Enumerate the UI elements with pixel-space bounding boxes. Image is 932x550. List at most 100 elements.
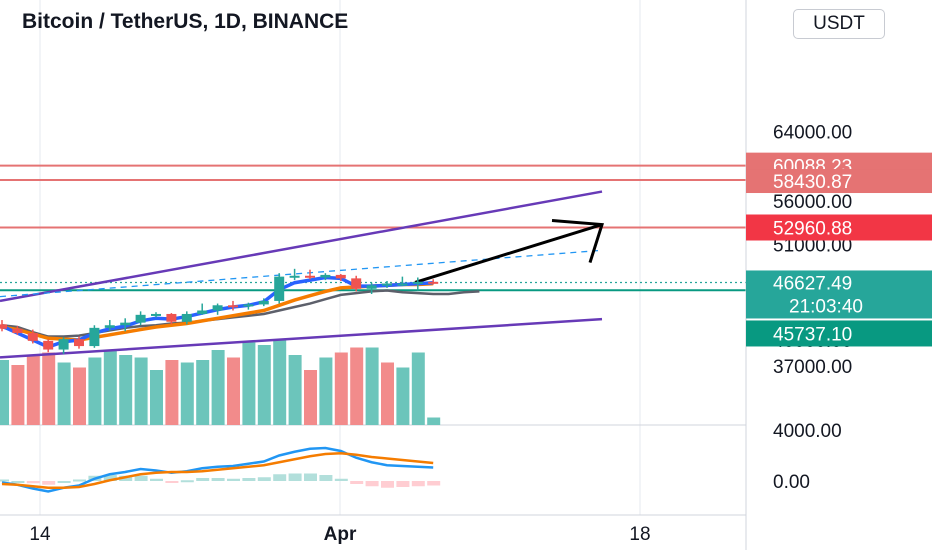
macd-histogram-bar xyxy=(57,481,71,483)
macd-histogram-bar xyxy=(103,475,117,481)
volume-bar xyxy=(119,355,133,425)
price-axis[interactable]: 64000.0056000.0051000.0040000.0037000.00… xyxy=(745,0,932,550)
time-tick-label: Apr xyxy=(324,524,357,545)
volume-bar xyxy=(73,367,86,425)
time-tick-label: 14 xyxy=(29,524,51,545)
price-tick-label: 56000.00 xyxy=(773,192,852,213)
macd-histogram-bar xyxy=(273,474,287,481)
volume-bar xyxy=(26,355,40,425)
candle-body xyxy=(0,324,7,329)
candle-body xyxy=(181,313,192,322)
grid xyxy=(0,0,747,550)
volume-bar xyxy=(134,357,148,425)
price-tag-58430: 58430.87 xyxy=(773,172,852,193)
candle-body xyxy=(197,310,208,314)
volume-bar xyxy=(381,362,394,425)
horizontal-levels[interactable] xyxy=(0,164,746,292)
candle-body xyxy=(243,304,254,307)
macd-histogram-bar xyxy=(334,478,348,481)
volume-bar xyxy=(334,352,348,425)
macd-histogram-bar xyxy=(365,481,379,487)
volume-bar xyxy=(273,340,287,425)
macd-histogram-bar xyxy=(211,478,225,481)
volume-bar xyxy=(427,417,441,425)
candle-body xyxy=(382,283,392,286)
candle-body xyxy=(104,325,115,328)
volume-bar xyxy=(57,362,71,425)
candle-body xyxy=(397,283,408,286)
channel-upper-line xyxy=(0,190,603,303)
macd-histogram-bar xyxy=(257,477,271,481)
volume-bar xyxy=(42,352,56,425)
price-tag-45737: 45737.10 xyxy=(773,324,852,345)
volume-bar xyxy=(180,362,194,425)
price-tag-52960-background xyxy=(746,214,932,241)
volume-bar xyxy=(150,370,163,425)
macd-histogram-bar xyxy=(134,475,148,481)
macd-histogram-bar xyxy=(11,481,25,483)
candles xyxy=(0,268,439,354)
candle-body xyxy=(274,276,285,301)
volume-bar xyxy=(319,357,333,425)
time-tick-label: 18 xyxy=(629,524,650,545)
macd-histogram-bar xyxy=(150,478,163,481)
volume-bar xyxy=(165,360,179,425)
candle-body xyxy=(412,281,423,284)
macd-histogram-bar xyxy=(350,481,364,484)
candle-body xyxy=(43,340,54,350)
volume-tick-label: 4000.00 xyxy=(773,421,842,442)
volume-bar xyxy=(227,357,240,425)
trend-drawings[interactable] xyxy=(0,190,604,359)
candle-body xyxy=(135,314,146,323)
dashed-trendline xyxy=(0,249,599,298)
candle-body xyxy=(74,339,84,347)
currency-button[interactable]: USDT xyxy=(793,9,885,39)
macd-signal-line xyxy=(1,451,434,489)
countdown-tag: 21:03:40 xyxy=(789,296,863,317)
candle-body xyxy=(335,274,346,279)
current-price-tag: 46627.49 xyxy=(773,273,852,294)
macd-histogram-bar xyxy=(288,473,302,481)
arrow-shaft xyxy=(414,223,603,284)
candle-body xyxy=(58,339,69,350)
time-axis[interactable]: 14 Apr 18 xyxy=(29,524,650,545)
candle-body xyxy=(366,285,377,289)
macd-histogram-bar xyxy=(165,481,179,483)
macd-histogram-bar xyxy=(427,481,441,486)
macd-histogram-bar xyxy=(180,480,194,483)
macd-panel xyxy=(0,446,441,493)
volume-bar xyxy=(242,342,256,425)
current-price-tag-background xyxy=(746,270,932,319)
volume-bar xyxy=(411,352,425,425)
volume-bar xyxy=(0,360,9,425)
channel-lower-line xyxy=(0,317,603,359)
candle-body xyxy=(151,313,161,316)
volume-bar xyxy=(196,360,210,425)
macd-histogram-bar xyxy=(196,478,210,481)
macd-histogram-bar xyxy=(73,479,86,482)
volume-bar xyxy=(257,345,271,425)
candle-body xyxy=(305,275,315,278)
volume-bar xyxy=(304,370,317,425)
price-tag-45737-background xyxy=(746,320,932,347)
candle-body xyxy=(12,328,23,334)
volume-bar xyxy=(103,350,117,425)
price-tick-label: 64000.00 xyxy=(773,123,852,144)
macd-histogram-bar xyxy=(42,481,56,485)
candle-body xyxy=(320,274,331,278)
candle-body xyxy=(228,305,238,308)
candle-body xyxy=(120,322,131,326)
macd-histogram-bar xyxy=(396,481,410,487)
macd-tick-label: 0.00 xyxy=(773,472,810,493)
volume-bar xyxy=(365,347,379,425)
price-tag-58430-background xyxy=(746,169,932,194)
volume-bar xyxy=(211,350,225,425)
macd-histogram-bar xyxy=(227,478,240,481)
candle-body xyxy=(351,278,362,289)
candle-body xyxy=(166,313,177,322)
price-tag-52960: 52960.88 xyxy=(773,218,852,239)
candle-body xyxy=(289,275,300,278)
volume-bar xyxy=(288,355,302,425)
candle-body xyxy=(258,300,269,305)
